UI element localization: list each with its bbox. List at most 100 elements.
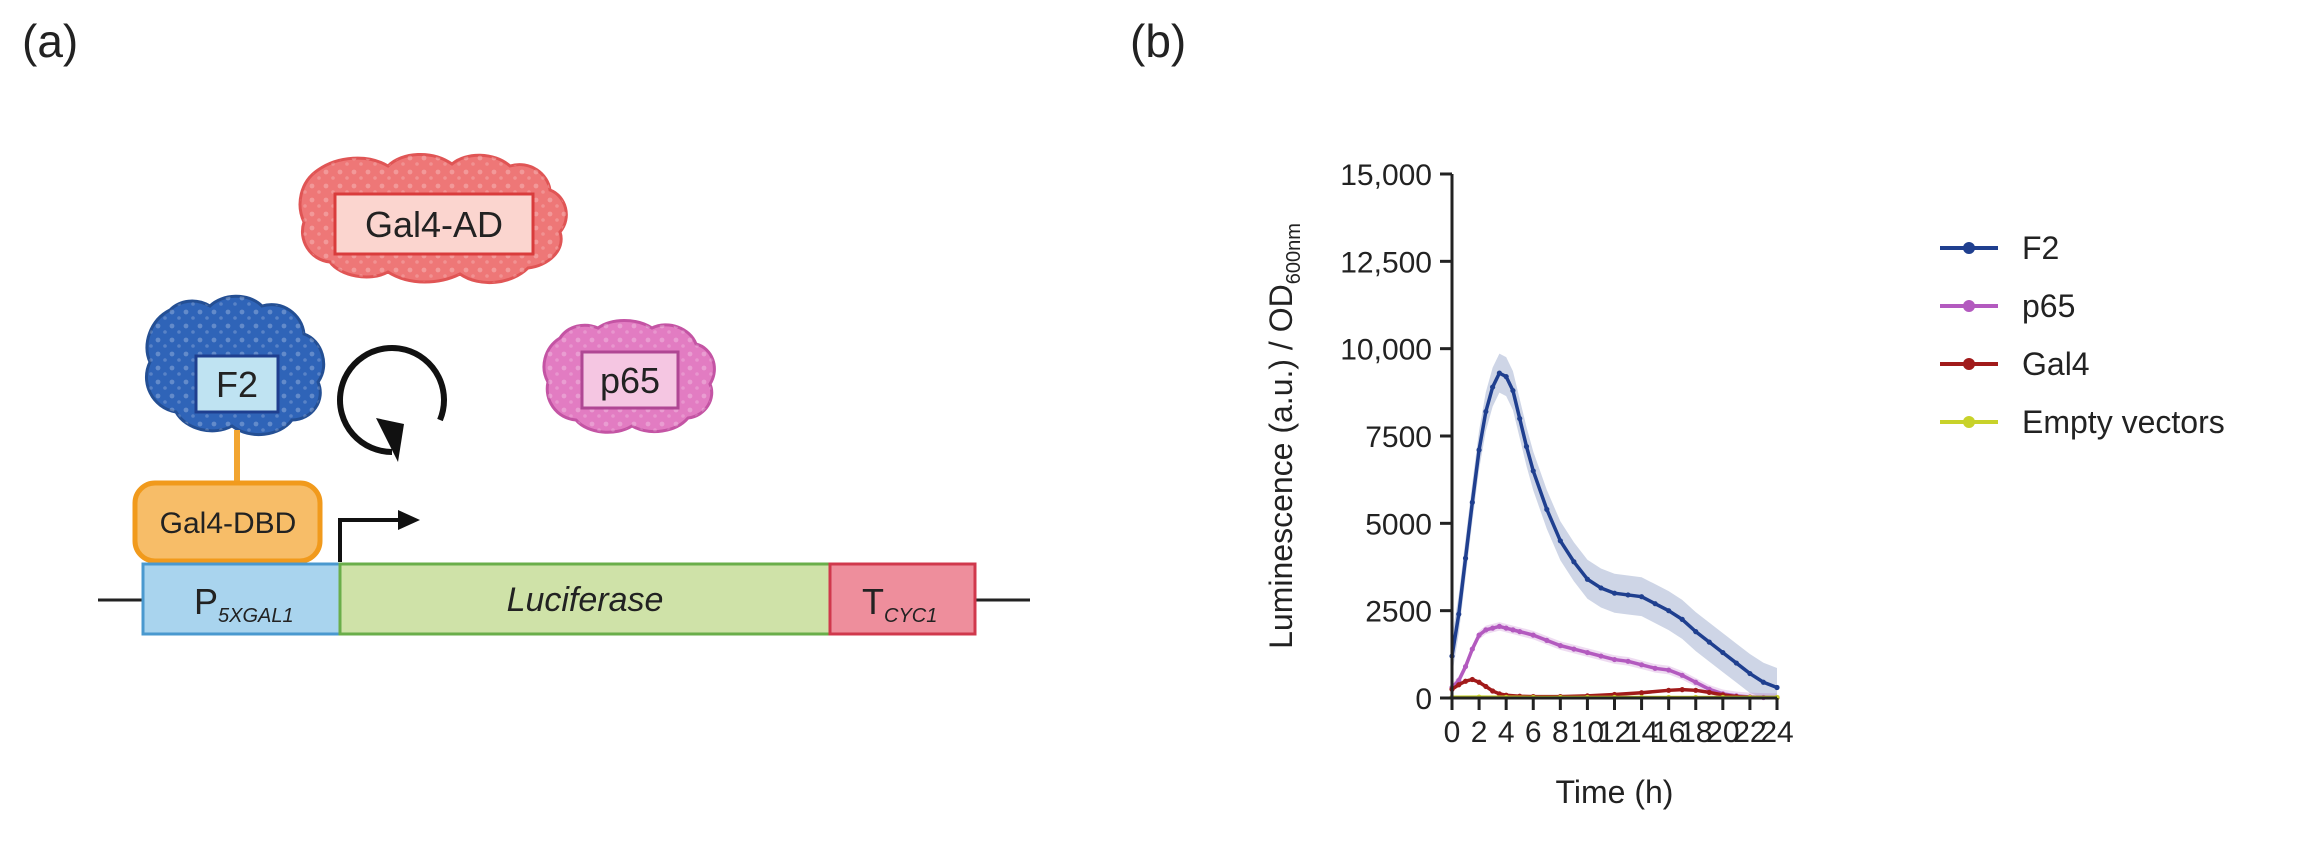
gal4-ad-label-box bbox=[333, 192, 535, 256]
data-point-f2 bbox=[1584, 576, 1591, 582]
x-tick-label: 18 bbox=[1679, 716, 1712, 749]
data-point-p65 bbox=[1693, 679, 1699, 685]
data-point-f2 bbox=[1510, 387, 1516, 394]
data-point-p65 bbox=[1611, 656, 1618, 663]
x-tick-label: 12 bbox=[1598, 716, 1631, 749]
data-point-f2 bbox=[1598, 585, 1604, 591]
legend-marker-gal4 bbox=[1963, 358, 1975, 370]
f2-text: F2 bbox=[216, 364, 258, 405]
gal4-dbd-text: Gal4-DBD bbox=[160, 507, 297, 540]
data-point-p65 bbox=[1483, 627, 1489, 633]
y-tick-label: 7500 bbox=[1365, 421, 1432, 454]
data-point-f2 bbox=[1523, 443, 1530, 450]
legend-marker-empty-vectors bbox=[1963, 416, 1975, 428]
y-tick-label: 2500 bbox=[1365, 596, 1432, 629]
y-tick-label: 15,000 bbox=[1340, 159, 1432, 192]
p65-protein: p65 bbox=[542, 319, 716, 434]
data-point-gal4 bbox=[1706, 689, 1712, 696]
data-point-p65 bbox=[1530, 632, 1536, 638]
data-point-p65 bbox=[1625, 658, 1631, 664]
data-point-f2 bbox=[1706, 639, 1712, 645]
data-point-f2 bbox=[1679, 616, 1685, 623]
data-point-p65 bbox=[1652, 665, 1658, 671]
data-point-p65 bbox=[1462, 663, 1469, 670]
x-tick-label: 10 bbox=[1571, 716, 1604, 749]
data-point-f2 bbox=[1760, 679, 1767, 685]
y-tick-label: 0 bbox=[1415, 683, 1432, 716]
data-point-f2 bbox=[1544, 506, 1550, 512]
data-point-f2 bbox=[1483, 408, 1489, 415]
error-band-f2 bbox=[1452, 353, 1777, 698]
x-tick-label: 0 bbox=[1444, 716, 1461, 749]
legend-marker-p65 bbox=[1963, 300, 1975, 312]
data-point-p65 bbox=[1517, 629, 1523, 635]
p65-label-box bbox=[580, 350, 680, 410]
p65-text: p65 bbox=[600, 360, 660, 401]
data-point-p65 bbox=[1584, 649, 1591, 656]
data-point-gal4 bbox=[1679, 687, 1685, 693]
f2-label-box bbox=[194, 354, 280, 414]
data-point-p65 bbox=[1571, 646, 1577, 652]
transcription-start-arrow bbox=[338, 518, 400, 562]
panel-a-label: (a) bbox=[22, 15, 79, 67]
data-point-f2 bbox=[1490, 384, 1496, 390]
data-point-p65 bbox=[1490, 625, 1496, 631]
data-point-f2 bbox=[1571, 559, 1577, 565]
panel-b-label: (b) bbox=[1130, 15, 1187, 67]
data-point-p65 bbox=[1544, 637, 1550, 643]
data-point-f2 bbox=[1611, 590, 1618, 596]
series-error-bands bbox=[1452, 353, 1777, 698]
y-tick-label: 10,000 bbox=[1340, 334, 1432, 367]
data-point-gal4 bbox=[1476, 679, 1482, 685]
x-tick-label: 4 bbox=[1498, 716, 1515, 749]
gal4-ad-text: Gal4-AD bbox=[365, 204, 503, 245]
data-point-f2 bbox=[1503, 374, 1509, 380]
data-point-p65 bbox=[1557, 643, 1563, 649]
data-point-p65 bbox=[1679, 672, 1685, 678]
gal4-dbd-protein: Gal4-DBD bbox=[132, 480, 323, 564]
x-tick-label: 22 bbox=[1733, 716, 1766, 749]
data-point-f2 bbox=[1469, 499, 1475, 505]
data-point-p65 bbox=[1666, 667, 1672, 673]
data-point-p65 bbox=[1476, 632, 1482, 638]
data-point-f2 bbox=[1517, 415, 1523, 422]
data-point-gal4 bbox=[1638, 690, 1645, 696]
chart-legend: F2 p65 Gal4 Empty vectors bbox=[1940, 230, 2225, 440]
gal4-ad-protein: Gal4-AD bbox=[298, 152, 568, 285]
f2-protein: F2 bbox=[144, 294, 326, 437]
data-point-p65 bbox=[1503, 625, 1509, 631]
x-tick-label: 2 bbox=[1471, 716, 1488, 749]
exchange-cycle-icon bbox=[337, 345, 447, 462]
data-point-f2 bbox=[1530, 468, 1536, 474]
y-axis-ticks: 0 2500 5000 7500 10,000 12,500 15,000 bbox=[1340, 159, 1452, 716]
data-point-f2 bbox=[1625, 592, 1631, 598]
data-point-gal4 bbox=[1693, 687, 1699, 693]
x-tick-label: 6 bbox=[1525, 716, 1542, 749]
data-point-p65 bbox=[1496, 623, 1502, 629]
data-point-f2 bbox=[1733, 660, 1739, 666]
promoter-box: P5XGAL1 bbox=[141, 562, 342, 636]
data-point-f2 bbox=[1720, 649, 1726, 656]
legend-item-p65: p65 bbox=[1940, 288, 2075, 324]
data-point-p65 bbox=[1456, 677, 1462, 684]
x-tick-label: 16 bbox=[1652, 716, 1685, 749]
data-point-f2 bbox=[1666, 608, 1672, 614]
gene-text: Luciferase bbox=[507, 581, 664, 619]
legend-item-empty-vectors: Empty vectors bbox=[1940, 404, 2225, 440]
data-point-f2 bbox=[1774, 684, 1780, 691]
arrowhead-icon bbox=[398, 510, 420, 530]
data-point-gal4 bbox=[1496, 691, 1502, 697]
legend-label-empty-vectors: Empty vectors bbox=[2022, 404, 2225, 440]
data-point-f2 bbox=[1693, 629, 1699, 635]
legend-item-gal4: Gal4 bbox=[1940, 346, 2090, 382]
legend-label-f2: F2 bbox=[2022, 230, 2059, 266]
data-point-gal4 bbox=[1483, 683, 1489, 690]
x-tick-label: 8 bbox=[1552, 716, 1569, 749]
data-point-f2 bbox=[1652, 601, 1658, 607]
y-axis-title: Luminescence (a.u.) / OD600nm bbox=[1263, 223, 1305, 649]
data-point-f2 bbox=[1476, 447, 1482, 453]
x-tick-label: 14 bbox=[1625, 716, 1658, 749]
promoter-text: P5XGAL1 bbox=[194, 581, 294, 627]
